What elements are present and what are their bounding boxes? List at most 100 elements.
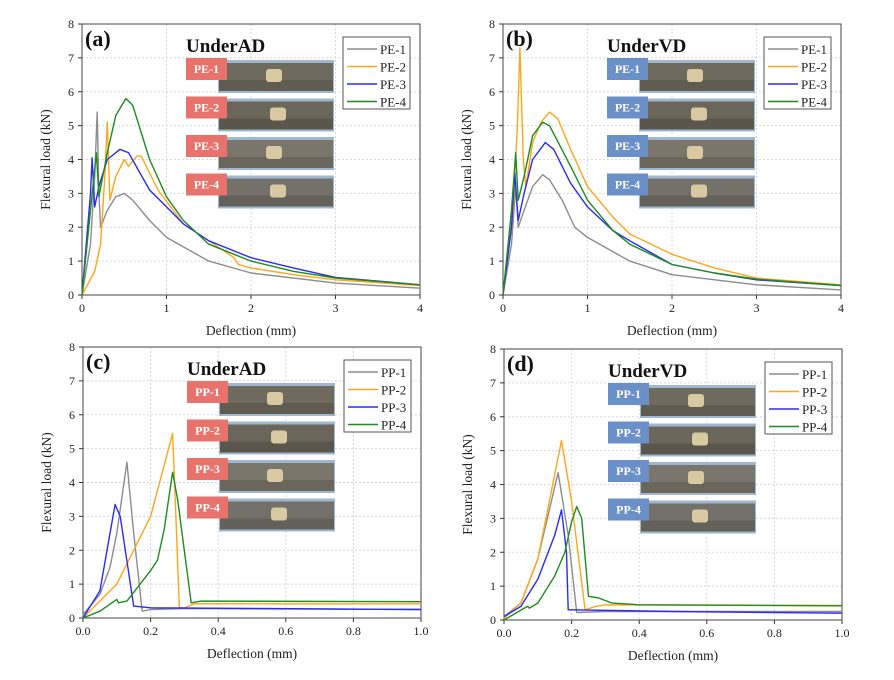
panel-a-chart: 0 1 2 3 4 0 1 2 3 4 5 6 7 8 Deflection (mm) Flexural lo… bbox=[38, 17, 423, 338]
y-axis-label: Flexural load (kN) bbox=[460, 434, 475, 534]
specimen-shadow bbox=[220, 518, 334, 530]
specimen-photo-pe-1: PE-1 bbox=[186, 58, 334, 93]
specimen-photo-pe-3: PE-3 bbox=[607, 135, 755, 170]
legend-entry: PE-4 bbox=[380, 95, 407, 110]
specimen-photo-pp-3: PP-3 bbox=[187, 458, 335, 493]
specimen-label-box bbox=[187, 496, 228, 519]
panel-b-chart: 0 1 2 3 4 0 1 2 3 4 5 6 7 8 Deflection (mm) Flexural lo… bbox=[459, 17, 844, 338]
specimen-label-box bbox=[187, 458, 228, 480]
specimen-shadow bbox=[220, 441, 334, 453]
specimen-photo-pp-2: PP-2 bbox=[608, 421, 756, 457]
x-axis-label: Deflection (mm) bbox=[627, 323, 717, 338]
panel-annotation: UnderVD bbox=[607, 36, 686, 57]
series-line-pp-2 bbox=[503, 439, 843, 619]
legend: PP-1 PP-2 PP-3 PP-4 bbox=[764, 361, 833, 435]
specimen-label-box bbox=[186, 173, 227, 196]
y-tick-label: 1 bbox=[490, 579, 496, 593]
plot-frame bbox=[82, 346, 422, 619]
legend-entry: PP-3 bbox=[802, 402, 827, 417]
x-tick-label: 2 bbox=[669, 301, 675, 315]
y-tick-label: 2 bbox=[69, 543, 75, 557]
x-tick-label: 1 bbox=[585, 301, 591, 315]
y-tick-label: 6 bbox=[69, 408, 75, 422]
specimen-label: PP-4 bbox=[616, 503, 641, 517]
fracture-patch bbox=[266, 146, 282, 159]
fracture-patch bbox=[687, 69, 703, 82]
x-axis-label: Deflection (mm) bbox=[628, 648, 718, 663]
y-tick-label: 1 bbox=[69, 577, 75, 591]
fracture-patch bbox=[692, 432, 708, 446]
y-tick-label: 5 bbox=[489, 119, 495, 133]
y-tick-label: 7 bbox=[489, 51, 495, 65]
specimen-shadow bbox=[641, 482, 755, 493]
legend-entry: PE-2 bbox=[801, 60, 827, 75]
x-tick-label: 0.2 bbox=[564, 626, 579, 640]
specimen-shadow bbox=[220, 403, 334, 414]
x-tick-label: 0.0 bbox=[76, 624, 91, 638]
fracture-patch bbox=[267, 469, 283, 482]
legend-entry: PP-4 bbox=[381, 418, 407, 433]
panel-annotation: UnderAD bbox=[186, 36, 265, 57]
fracture-patch bbox=[266, 69, 282, 82]
specimen-label: PE-1 bbox=[615, 62, 640, 76]
x-tick-label: 0 bbox=[500, 301, 506, 315]
series-line-pp-2 bbox=[82, 432, 421, 619]
legend-entry: PE-2 bbox=[380, 60, 406, 75]
specimen-photo-pe-4: PE-4 bbox=[607, 173, 755, 209]
x-tick-label: 0.8 bbox=[346, 624, 361, 638]
specimen-photo-pe-2: PE-2 bbox=[186, 96, 334, 132]
specimen-shadow bbox=[640, 157, 754, 168]
x-tick-label: 0.6 bbox=[278, 624, 293, 638]
legend: PE-1 PE-2 PE-3 PE-4 bbox=[342, 36, 411, 110]
legend-entry: PE-1 bbox=[380, 42, 406, 57]
x-tick-label: 0.0 bbox=[497, 626, 512, 640]
specimen-photo-pe-4: PE-4 bbox=[186, 173, 334, 209]
specimen-shadow bbox=[219, 118, 333, 130]
y-axis-label: Flexural load (kN) bbox=[459, 109, 474, 209]
specimen-label: PE-4 bbox=[615, 178, 640, 192]
series-line-pp-4 bbox=[503, 505, 843, 621]
y-tick-label: 1 bbox=[489, 254, 495, 268]
panel-label: (a) bbox=[85, 26, 111, 51]
fracture-patch bbox=[270, 184, 286, 198]
specimen-shadow bbox=[641, 520, 755, 532]
y-tick-label: 2 bbox=[489, 220, 495, 234]
specimen-label-box bbox=[607, 135, 648, 157]
plot-frame bbox=[502, 23, 842, 296]
panel-c-chart: 0.0 0.2 0.4 0.6 0.8 1.0 0 1 2 3 4 5 6 7 8 Deflection (m… bbox=[39, 340, 429, 661]
y-tick-label: 7 bbox=[69, 374, 75, 388]
specimen-label-box bbox=[608, 460, 649, 482]
series-line-pe-1 bbox=[81, 111, 421, 296]
specimen-shadow bbox=[220, 480, 334, 491]
x-tick-label: 1.0 bbox=[414, 624, 429, 638]
specimen-label: PE-3 bbox=[194, 139, 219, 153]
y-tick-label: 0 bbox=[68, 288, 74, 302]
panel-label: (d) bbox=[507, 351, 534, 376]
x-tick-label: 1 bbox=[164, 301, 170, 315]
legend-entry: PP-4 bbox=[802, 420, 828, 435]
fracture-patch bbox=[271, 430, 287, 444]
series-line-pp-3 bbox=[503, 509, 843, 618]
specimen-shadow bbox=[640, 80, 754, 91]
specimen-label: PE-2 bbox=[615, 101, 640, 115]
legend-entry: PP-3 bbox=[381, 400, 406, 415]
x-tick-label: 0.6 bbox=[699, 626, 714, 640]
specimen-label: PE-3 bbox=[615, 139, 640, 153]
x-tick-label: 4 bbox=[417, 301, 423, 315]
fracture-patch bbox=[692, 509, 708, 523]
specimen-label: PP-3 bbox=[616, 464, 641, 478]
fracture-patch bbox=[688, 394, 704, 407]
specimen-shadow bbox=[219, 80, 333, 91]
specimen-shadow bbox=[641, 405, 755, 416]
specimen-photo-pp-1: PP-1 bbox=[187, 381, 335, 416]
specimen-label-box bbox=[186, 135, 227, 157]
y-tick-label: 4 bbox=[489, 153, 495, 167]
y-tick-label: 3 bbox=[69, 509, 75, 523]
y-tick-label: 7 bbox=[490, 376, 496, 390]
x-tick-label: 0 bbox=[79, 301, 85, 315]
fracture-patch bbox=[271, 507, 287, 521]
legend-entry: PP-2 bbox=[802, 385, 827, 400]
y-tick-label: 6 bbox=[489, 85, 495, 99]
specimen-photo-pp-4: PP-4 bbox=[187, 496, 335, 532]
specimen-label: PP-2 bbox=[195, 424, 220, 438]
